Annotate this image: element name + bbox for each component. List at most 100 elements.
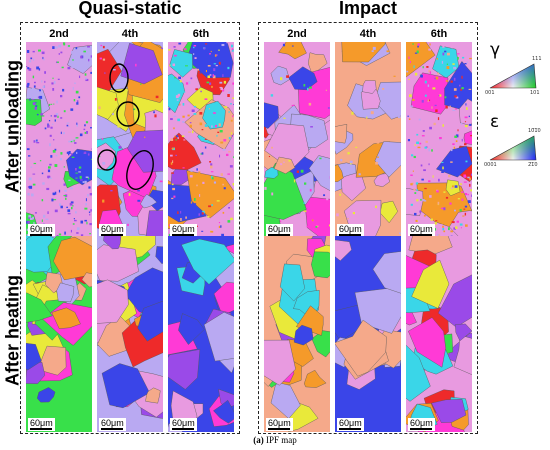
speckle — [428, 48, 431, 51]
speckle — [110, 190, 113, 192]
speckle — [442, 45, 445, 48]
speckle — [424, 187, 427, 190]
speckle — [271, 192, 274, 196]
speckle — [464, 205, 468, 208]
scale-bar: 60μm — [408, 224, 435, 237]
speckle — [462, 56, 465, 59]
speckle — [60, 117, 63, 119]
speckle — [461, 122, 463, 125]
speckle — [199, 112, 203, 115]
speckle — [300, 169, 304, 173]
ipf-map-impact-6th-unloading: 60μm — [406, 42, 472, 238]
speckle — [76, 122, 78, 125]
speckle — [69, 202, 73, 206]
speckle — [28, 68, 32, 71]
speckle — [34, 106, 37, 110]
scale-bar: 60μm — [99, 224, 126, 237]
speckle — [377, 156, 379, 158]
speckle — [31, 193, 34, 197]
speckle — [293, 179, 296, 183]
speckle — [446, 63, 448, 65]
grain — [406, 309, 417, 326]
speckle — [399, 232, 401, 235]
grain — [311, 251, 330, 279]
speckle — [470, 189, 472, 192]
speckle — [29, 98, 31, 101]
speckle — [49, 163, 52, 166]
speckle — [26, 84, 28, 87]
speckle — [183, 91, 186, 93]
speckle — [60, 152, 63, 155]
speckle — [73, 99, 76, 102]
speckle — [85, 198, 87, 202]
speckle — [28, 155, 31, 157]
grain — [101, 363, 150, 409]
speckle — [99, 57, 102, 60]
caption-text: IPF map — [263, 435, 297, 445]
speckle — [409, 61, 411, 64]
grain — [270, 381, 301, 419]
gamma-symbol: γ — [490, 40, 501, 60]
speckle — [461, 191, 464, 193]
speckle — [211, 85, 213, 88]
speckle — [88, 211, 91, 213]
speckle — [451, 46, 453, 49]
speckle — [49, 177, 52, 179]
speckle — [326, 197, 329, 201]
speckle — [419, 142, 422, 145]
epsilon-corner-top: 10̅1̅0 — [528, 128, 541, 134]
speckle — [335, 191, 337, 193]
speckle — [227, 220, 231, 223]
speckle — [311, 219, 314, 222]
speckle — [68, 151, 71, 154]
scale-bar: 60μm — [266, 418, 293, 431]
speckle — [85, 176, 89, 178]
speckle — [467, 200, 471, 204]
speckle — [118, 146, 122, 149]
speckle — [52, 150, 56, 153]
speckle — [414, 72, 418, 76]
speckle — [465, 103, 467, 106]
speckle — [36, 142, 40, 144]
speckle — [84, 207, 88, 210]
speckle — [183, 139, 186, 141]
speckle — [471, 70, 472, 73]
speckle — [410, 174, 413, 176]
speckle — [32, 183, 36, 186]
speckle — [450, 80, 453, 83]
speckle — [177, 211, 179, 215]
speckle — [424, 80, 427, 84]
speckle — [310, 126, 313, 128]
speckle — [471, 173, 472, 176]
speckle — [295, 78, 297, 82]
speckle — [365, 121, 369, 125]
speckle — [54, 148, 57, 151]
speckle — [80, 179, 83, 181]
speckle — [213, 112, 216, 114]
speckle — [296, 170, 299, 173]
speckle — [347, 152, 350, 155]
speckle — [416, 189, 418, 192]
speckle — [440, 224, 443, 227]
speckle — [224, 106, 228, 108]
speckle — [398, 116, 401, 119]
speckle — [464, 63, 467, 65]
speckle — [406, 70, 409, 73]
speckle — [283, 117, 286, 119]
speckle — [101, 138, 104, 141]
speckle — [280, 220, 282, 222]
speckle — [32, 173, 36, 175]
speckle — [427, 99, 429, 102]
speckle — [186, 112, 190, 116]
speckle — [89, 193, 92, 196]
grain — [444, 61, 472, 113]
speckle — [209, 74, 212, 76]
speckle — [56, 61, 59, 64]
speckle — [461, 138, 463, 142]
speckle — [102, 162, 106, 165]
speckle — [372, 46, 376, 50]
speckle — [47, 175, 51, 179]
speckle — [32, 99, 35, 101]
grain-pattern — [406, 236, 472, 432]
speckle — [424, 146, 427, 149]
